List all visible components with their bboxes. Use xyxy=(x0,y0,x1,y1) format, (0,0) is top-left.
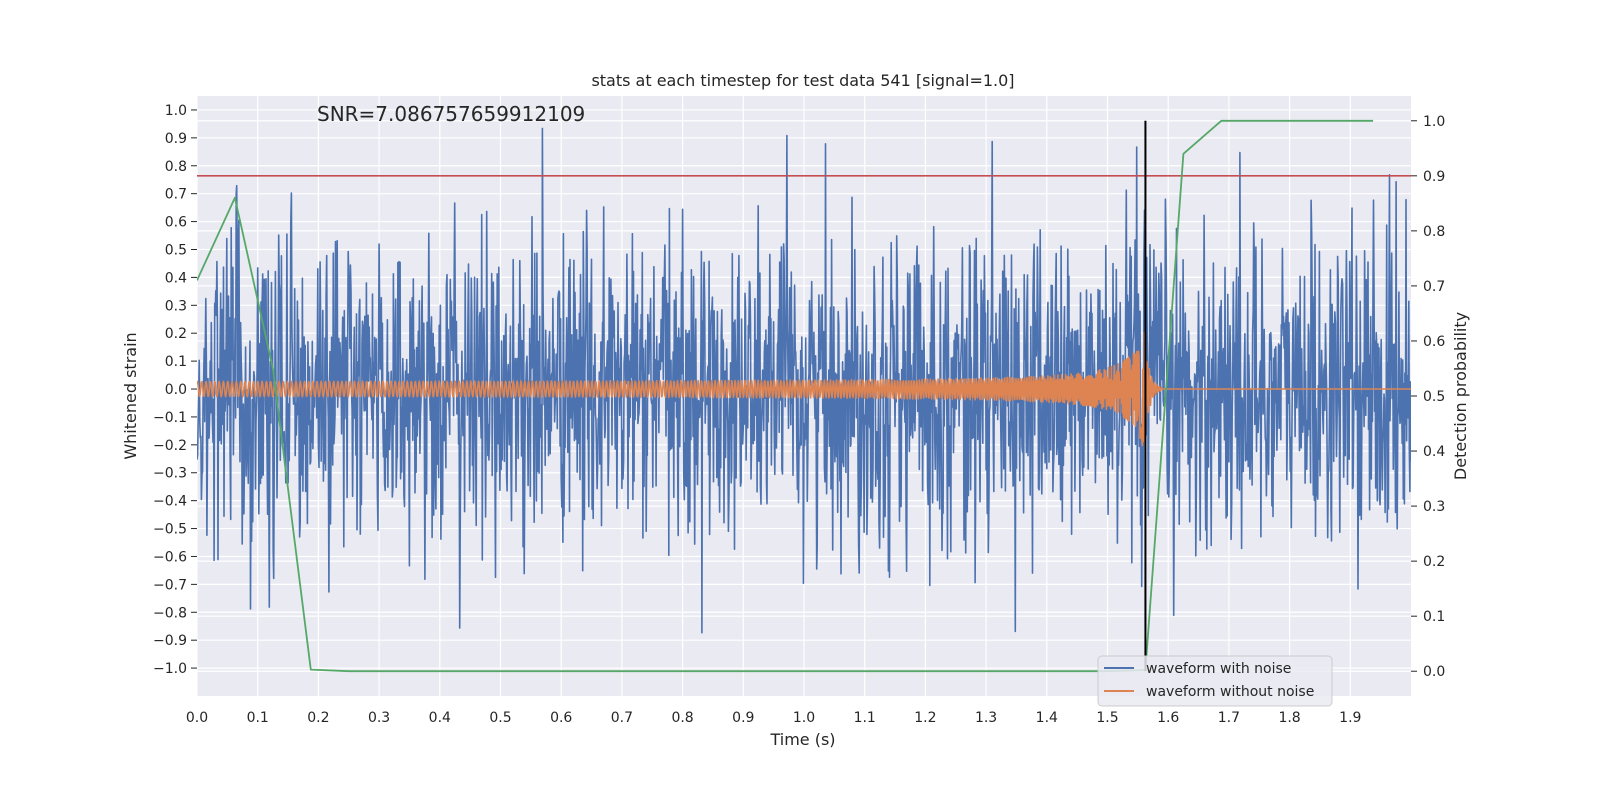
y-left-tick-label: −0.7 xyxy=(153,577,187,593)
x-tick-label: 1.8 xyxy=(1278,710,1300,726)
y-left-tick-label: −0.5 xyxy=(153,522,187,538)
x-tick-label: 1.5 xyxy=(1096,710,1118,726)
x-tick-label: 1.6 xyxy=(1157,710,1179,726)
y-left-tick-label: 0.5 xyxy=(165,242,187,258)
x-tick-label: 1.2 xyxy=(914,710,936,726)
legend-label-waveform-without-noise: waveform without noise xyxy=(1146,684,1314,700)
x-tick-label: 0.7 xyxy=(611,710,633,726)
x-tick-label: 0.0 xyxy=(186,710,208,726)
series-line-waveform-with-noise xyxy=(197,127,1411,634)
x-tick-label: 0.1 xyxy=(247,710,269,726)
y-right-axis-label: Detection probability xyxy=(1451,312,1470,480)
series-line-waveform-without-noise xyxy=(197,331,1411,447)
y-left-tick-label: −0.4 xyxy=(153,494,187,510)
y-right-tick-label: 0.1 xyxy=(1423,609,1445,625)
y-left-tick-label: 0.8 xyxy=(165,159,187,175)
legend: waveform with noise waveform without noi… xyxy=(1097,655,1333,707)
y-right-tick-label: 0.4 xyxy=(1423,444,1445,460)
y-left-tick-label: −0.6 xyxy=(153,549,187,565)
y-left-tick-label: −0.8 xyxy=(153,605,187,621)
y-right-tick-label: 0.5 xyxy=(1423,389,1445,405)
y-left-tick-label: −0.2 xyxy=(153,438,187,454)
x-tick-label: 1.1 xyxy=(854,710,876,726)
x-tick-label: 1.7 xyxy=(1218,710,1240,726)
y-left-tick-label: 0.7 xyxy=(165,187,187,203)
y-right-axis-ticks: 0.0 0.1 0.2 0.3 0.4 0.5 0.6 0.7 0.8 0.9 1.0 xyxy=(1411,114,1445,680)
y-right-tick-label: 0.0 xyxy=(1423,664,1445,680)
x-tick-label: 0.9 xyxy=(732,710,754,726)
y-left-tick-label: −1.0 xyxy=(153,661,187,677)
x-tick-label: 1.3 xyxy=(975,710,997,726)
x-tick-label: 0.4 xyxy=(429,710,451,726)
y-right-tick-label: 0.2 xyxy=(1423,554,1445,570)
y-right-tick-label: 0.7 xyxy=(1423,279,1445,295)
y-left-tick-label: 1.0 xyxy=(165,103,187,119)
y-right-tick-label: 0.9 xyxy=(1423,169,1445,185)
x-tick-label: 1.4 xyxy=(1036,710,1058,726)
y-left-tick-label: −0.3 xyxy=(153,466,187,482)
y-left-tick-label: 0.9 xyxy=(165,131,187,147)
y-left-axis-label: Whitened strain xyxy=(121,332,140,459)
x-tick-label: 0.2 xyxy=(307,710,329,726)
x-tick-label: 1.0 xyxy=(793,710,815,726)
y-left-tick-label: −0.9 xyxy=(153,633,187,649)
y-right-tick-label: 1.0 xyxy=(1423,114,1445,130)
y-left-tick-label: 0.2 xyxy=(165,326,187,342)
y-left-axis-ticks: 1.0 0.9 0.8 0.7 0.6 0.5 0.4 0.3 0.2 0.1 0.0 −0.1 −0.… xyxy=(153,103,197,677)
x-axis-label: Time (s) xyxy=(769,730,835,749)
x-axis-ticks: 0.0 0.1 0.2 0.3 0.4 0.5 0.6 0.7 0.8 0.9 1.0 1.1 1.2 1… xyxy=(186,710,1362,726)
x-tick-label: 1.9 xyxy=(1339,710,1361,726)
legend-box xyxy=(1097,655,1333,707)
y-right-tick-label: 0.6 xyxy=(1423,334,1445,350)
y-left-tick-label: 0.6 xyxy=(165,215,187,231)
x-tick-label: 0.3 xyxy=(368,710,390,726)
y-left-tick-label: 0.1 xyxy=(165,354,187,370)
y-right-tick-label: 0.3 xyxy=(1423,499,1445,515)
legend-label-waveform-with-noise: waveform with noise xyxy=(1146,661,1291,677)
y-left-tick-label: −0.1 xyxy=(153,410,187,426)
chart-title: stats at each timestep for test data 541… xyxy=(591,71,1014,90)
x-tick-label: 0.5 xyxy=(489,710,511,726)
snr-annotation: SNR=7.086757659912109 xyxy=(317,102,585,126)
x-tick-label: 0.8 xyxy=(671,710,693,726)
y-left-tick-label: 0.4 xyxy=(165,270,187,286)
y-left-tick-label: 0.0 xyxy=(165,382,187,398)
y-left-tick-label: 0.3 xyxy=(165,298,187,314)
y-right-tick-label: 0.8 xyxy=(1423,224,1445,240)
x-tick-label: 0.6 xyxy=(550,710,572,726)
